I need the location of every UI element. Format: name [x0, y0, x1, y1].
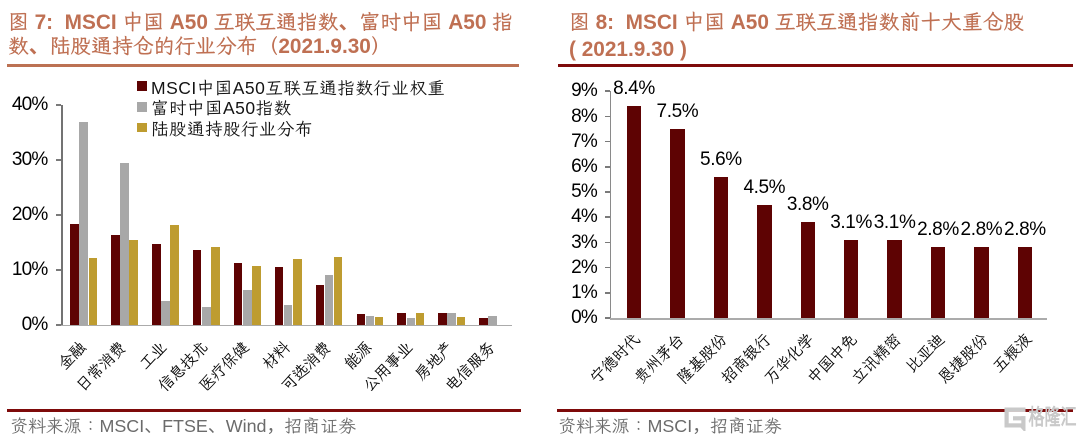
- svg-text:格隆汇: 格隆汇: [1029, 405, 1077, 430]
